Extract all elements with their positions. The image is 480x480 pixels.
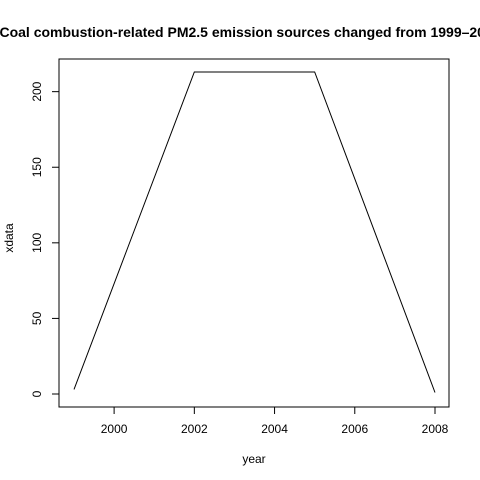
x-tick-label: 2004 [261, 422, 288, 436]
x-tick-label: 2008 [422, 422, 449, 436]
x-tick-label: 2002 [181, 422, 208, 436]
x-tick-label: 2006 [341, 422, 368, 436]
y-axis: 0 50 100 150 200 [30, 81, 59, 397]
y-tick-label: 150 [30, 157, 44, 177]
series-layer [73, 71, 436, 393]
x-tick-label: 2000 [101, 422, 128, 436]
x-axis-label: year [242, 452, 265, 466]
y-axis-label: xdata [2, 223, 16, 253]
plot-frame [58, 58, 450, 408]
series-line [73, 71, 436, 393]
chart-title: Coal combustion-related PM2.5 emission s… [0, 24, 480, 40]
y-tick-label: 200 [30, 81, 44, 101]
y-tick-label: 100 [30, 232, 44, 252]
x-axis: 2000 2002 2004 2006 2008 [101, 407, 449, 436]
y-tick-label: 50 [30, 311, 44, 325]
y-tick-label: 0 [30, 390, 44, 397]
